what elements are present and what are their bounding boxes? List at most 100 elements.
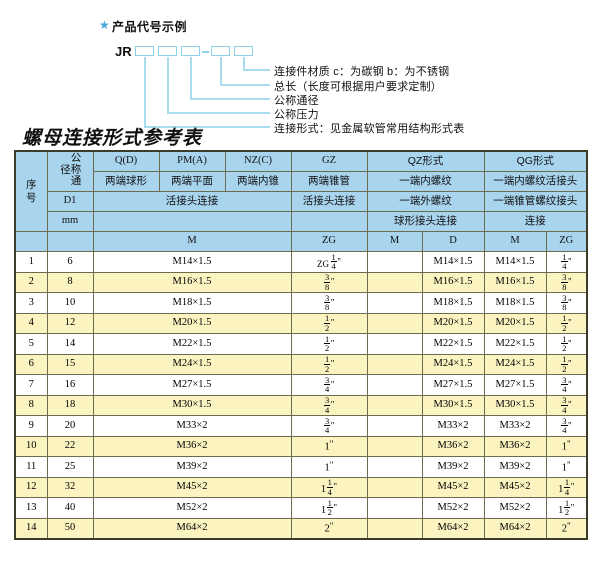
cell-qz-m (366, 517, 423, 540)
cell-gz-thread: 3 8 " (290, 271, 368, 293)
cell-qz-d: M30×1.5 (421, 394, 485, 416)
header-endtype-nzc: 两端内锥 (224, 171, 292, 192)
cell-gz-thread: 1 2 " (290, 353, 368, 375)
cell-qz-d: M52×2 (421, 497, 485, 519)
page-title: 螺母连接形式参考表 (22, 128, 203, 149)
cell-qz-d: M22×1.5 (421, 333, 485, 355)
cell-gz-thread: 1 1 2 " (290, 497, 368, 519)
cell-nominal-diameter: 14 (46, 333, 94, 355)
cell-nominal-diameter: 50 (46, 517, 94, 540)
table-row: 2 8 M16×1.5 3 8 " M16×1.5 M16×1.5 3 8 " (14, 271, 588, 293)
cell-qg-m: M24×1.5 (483, 353, 547, 375)
cell-nominal-diameter: 18 (46, 394, 94, 416)
cell-thread-m: M14×1.5 (92, 251, 292, 273)
cell-gz-thread: 1 2 " (290, 333, 368, 355)
cell-qg-zg: 3 4 " (545, 415, 588, 437)
cell-thread-m: M27×1.5 (92, 374, 292, 396)
cell-thread-m: M52×2 (92, 497, 292, 519)
cell-qg-m: M52×2 (483, 497, 547, 519)
table-row: 8 18 M30×1.5 3 4 " M30×1.5 M30×1.5 3 4 " (14, 394, 588, 416)
cell-seq: 4 (14, 312, 48, 334)
cell-qz-m (366, 415, 423, 437)
cell-qg-zg: 2" (545, 517, 588, 540)
header-endtype-qd: 两端球形 (92, 171, 160, 192)
cell-nominal-diameter: 40 (46, 497, 94, 519)
cell-qz-d: M64×2 (421, 517, 485, 540)
table-body: 1 6 M14×1.5 ZG 1 4 " M14×1.5 M14×1.5 1 4 " 2 8 M16×1.5… (14, 251, 588, 540)
cell-qg-m: M20×1.5 (483, 312, 547, 334)
table-header: 序 号 公称通径 Q(D) PM(A) NZ(C) GZ QZ形式 QG形式 两… (14, 150, 588, 252)
header-endtype-pma: 两端平面 (158, 171, 226, 192)
cell-seq: 12 (14, 476, 48, 498)
cell-thread-m: M24×1.5 (92, 353, 292, 375)
cell-gz-thread: 1 1 4 " (290, 476, 368, 498)
header-thread-m: M (92, 231, 292, 252)
cell-seq: 2 (14, 271, 48, 293)
table-row: 6 15 M24×1.5 1 2 " M24×1.5 M24×1.5 1 2 " (14, 353, 588, 375)
cell-gz-thread: 1 2 " (290, 312, 368, 334)
cell-qz-d: M14×1.5 (421, 251, 485, 273)
cell-qg-zg: 1" (545, 456, 588, 478)
header-row-threads: M ZG M D M ZG (14, 231, 588, 252)
header-spacer-seq (14, 231, 48, 252)
cell-qg-m: M36×2 (483, 435, 547, 457)
cell-qz-m (366, 394, 423, 416)
cell-qg-m: M33×2 (483, 415, 547, 437)
header-group-qz: QZ形式 (366, 150, 485, 172)
header-row-endtypes: 两端球形 两端平面 两端内锥 两端锥管 一端内螺纹 一端内螺纹活接头 (15, 171, 588, 192)
cell-qg-m: M16×1.5 (483, 271, 547, 293)
header-connection-qz-ball: 球形接头连接 (366, 211, 485, 232)
diagram-title: 产品代号示例 (112, 20, 188, 34)
cell-qz-m (366, 312, 423, 334)
header-endtype-gz: 两端锥管 (290, 171, 368, 192)
cell-seq: 11 (14, 456, 48, 478)
header-qg-m: M (483, 231, 547, 252)
cell-qz-d: M36×2 (421, 435, 485, 457)
cell-qg-zg: 3 4 " (545, 394, 588, 416)
callout-nominal-pressure: 公称压力 (274, 109, 319, 121)
cell-qz-m (366, 435, 423, 457)
nut-connection-spec-table: 序 号 公称通径 Q(D) PM(A) NZ(C) GZ QZ形式 QG形式 两… (14, 150, 588, 540)
header-group-qd: Q(D) (92, 150, 160, 172)
code-prefix-jr: JR (115, 44, 132, 59)
cell-gz-thread: 1" (290, 456, 368, 478)
cell-seq: 14 (14, 517, 48, 540)
cell-thread-m: M64×2 (92, 517, 292, 540)
cell-seq: 6 (14, 353, 48, 375)
cell-gz-thread: 1" (290, 435, 368, 457)
cell-qg-zg: 1 2 " (545, 312, 588, 334)
code-box-4 (211, 46, 230, 56)
header-blank-gz (290, 211, 368, 232)
cell-nominal-diameter: 32 (46, 476, 94, 498)
leader-line-material-v (243, 57, 245, 70)
cell-qg-zg: 3 4 " (545, 374, 588, 396)
cell-qg-m: M39×2 (483, 456, 547, 478)
cell-qg-zg: 1 4 " (545, 251, 588, 273)
cell-qg-zg: 1 1 2 " (545, 497, 588, 519)
header-group-gz: GZ (290, 150, 368, 172)
cell-qg-zg: 1 2 " (545, 353, 588, 375)
product-code-diagram: ★ 产品代号示例 JR 连接件材质 c：为碳钢 b：为不锈钢 总长（长度可根据用… (0, 0, 600, 135)
cell-thread-m: M18×1.5 (92, 292, 292, 314)
header-d1: D1 (46, 191, 94, 212)
header-connection-qz-outer: 一端外螺纹 (366, 191, 485, 212)
cell-gz-thread: 3 4 " (290, 394, 368, 416)
header-spacer-dn (46, 231, 94, 252)
cell-qz-d: M39×2 (421, 456, 485, 478)
code-box-2 (158, 46, 177, 56)
cell-thread-m: M22×1.5 (92, 333, 292, 355)
cell-qz-m (366, 476, 423, 498)
header-qz-d: D (421, 231, 485, 252)
header-seq-line1: 序 (26, 179, 37, 192)
header-nominal-diameter-label: 公称通径 (59, 152, 82, 187)
cell-qz-d: M18×1.5 (421, 292, 485, 314)
cell-qg-m: M14×1.5 (483, 251, 547, 273)
cell-nominal-diameter: 22 (46, 435, 94, 457)
callout-total-length: 总长（长度可根据用户要求定制） (274, 81, 442, 93)
cell-nominal-diameter: 12 (46, 312, 94, 334)
cell-nominal-diameter: 8 (46, 271, 94, 293)
cell-qg-m: M64×2 (483, 517, 547, 540)
cell-qz-m (366, 271, 423, 293)
leader-line-conn-v (144, 57, 146, 127)
table-row: 13 40 M52×2 1 1 2 " M52×2 M52×2 1 1 2 " (14, 497, 588, 519)
